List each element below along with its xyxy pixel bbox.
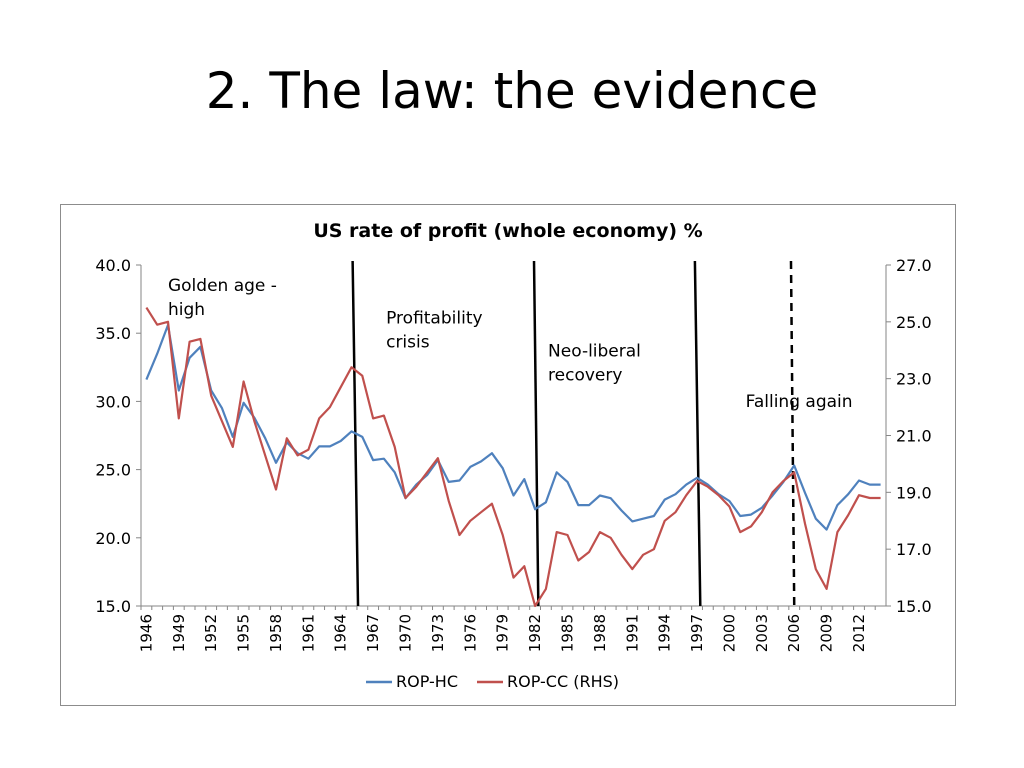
chart-annotation: Profitability crisis	[386, 309, 482, 353]
x-axis-tick-label: 1946	[137, 614, 155, 652]
right-axis-tick-label: 21.0	[896, 427, 932, 446]
period-divider-dashed	[789, 260, 796, 607]
x-axis-tick-label: 1958	[267, 614, 285, 652]
x-axis-tick-label: 2012	[850, 614, 868, 652]
x-axis-tick-label: 1952	[202, 614, 220, 652]
left-axis-tick-label: 35.0	[95, 324, 131, 343]
chart-annotation-line: high	[168, 300, 205, 320]
right-axis-tick-label: 17.0	[896, 540, 932, 559]
chart-annotation-line: crisis	[386, 333, 430, 353]
x-axis-tick-label: 2000	[720, 614, 738, 652]
chart-annotation-line: recovery	[548, 365, 622, 385]
period-dividers	[351, 260, 796, 607]
chart-annotation-line: Neo-liberal	[548, 341, 641, 361]
series-line-rop-cc-rhs	[145, 307, 881, 608]
left-axis-tick-label: 25.0	[95, 461, 131, 480]
chart-title: US rate of profit (whole economy) %	[313, 220, 702, 242]
x-axis-tick-label: 2006	[785, 614, 803, 652]
right-axis-tick-label: 27.0	[896, 256, 932, 275]
x-axis-tick-label: 2009	[818, 614, 836, 652]
period-divider	[693, 260, 702, 607]
x-axis-tick-label: 1976	[461, 614, 479, 652]
right-axis-tick-label: 25.0	[896, 313, 932, 332]
x-axis-tick-label: 1961	[299, 614, 317, 652]
chart-legend: ROP-HC ROP-CC (RHS)	[366, 672, 619, 691]
legend-label: ROP-HC	[396, 672, 458, 691]
left-axis-tick-label: 30.0	[95, 392, 131, 411]
x-axis-tick-label: 1994	[656, 614, 674, 652]
x-axis-tick-label: 1967	[364, 614, 382, 652]
x-axis-tick-label: 1949	[170, 614, 188, 652]
chart-axes: 15.0 20.0 25.0 30.0 35.0 40.0 15.0 17.0 19.0 21.0…	[95, 256, 931, 652]
x-axis-tick-label: 1985	[558, 614, 576, 652]
x-axis-tick-label: 2003	[753, 614, 771, 652]
x-axis-tick-label: 1955	[235, 614, 253, 652]
x-axis-tick-label: 1982	[526, 614, 544, 652]
chart-annotation-line: Falling again	[746, 392, 853, 412]
x-axis-tick-label: 1973	[429, 614, 447, 652]
left-axis-tick-label: 40.0	[95, 256, 131, 275]
chart-annotation: Falling again	[746, 392, 853, 412]
series-line-rop-hc	[145, 323, 881, 531]
chart-annotation-line: Golden age -	[168, 276, 277, 296]
left-axis-tick-label: 20.0	[95, 529, 131, 548]
chart-series	[145, 307, 881, 608]
x-axis-tick-label: 1988	[591, 614, 609, 652]
right-axis-tick-label: 19.0	[896, 483, 932, 502]
x-axis-tick-label: 1991	[623, 614, 641, 652]
chart-annotation-line: Profitability	[386, 309, 482, 329]
x-axis-tick-label: 1964	[332, 614, 350, 652]
slide-title: 2. The law: the evidence	[205, 62, 819, 120]
chart-annotation: Neo-liberal recovery	[548, 341, 641, 385]
x-axis-tick-label: 1997	[688, 614, 706, 652]
chart-annotations: Golden age - high Profitability crisis Neo-l…	[168, 276, 853, 412]
x-axis-tick-label: 1979	[494, 614, 512, 652]
period-divider	[532, 260, 540, 607]
chart-annotation: Golden age - high	[168, 276, 277, 320]
right-axis-tick-label: 15.0	[896, 597, 932, 616]
left-axis-tick-label: 15.0	[95, 597, 131, 616]
legend-label: ROP-CC (RHS)	[507, 672, 619, 691]
profit-rate-chart: US rate of profit (whole economy) % 15.0…	[95, 220, 931, 691]
x-axis-tick-label: 1970	[397, 614, 415, 652]
chart-frame: US rate of profit (whole economy) % 15.0…	[60, 204, 956, 706]
right-axis-tick-label: 23.0	[896, 370, 932, 389]
